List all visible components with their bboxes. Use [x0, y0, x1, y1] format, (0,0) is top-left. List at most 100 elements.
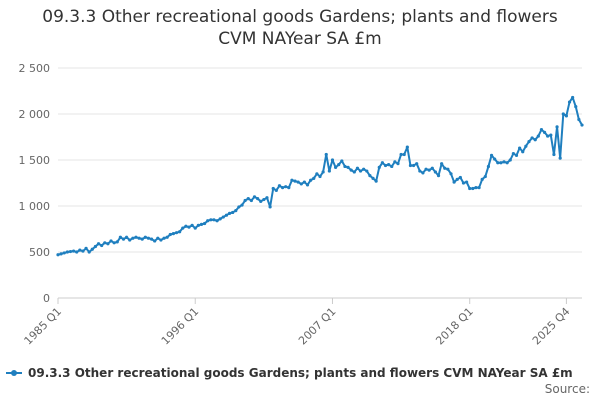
chart-title-line-2: CVM NAYear SA £m — [218, 29, 382, 49]
y-tick-label: 1 000 — [19, 200, 51, 213]
data-point — [209, 218, 213, 222]
data-point — [234, 209, 238, 213]
data-point — [396, 162, 400, 166]
source-label: Source: — [544, 382, 590, 396]
data-point — [580, 123, 584, 127]
data-point — [287, 186, 291, 190]
data-point — [121, 237, 126, 241]
data-point — [536, 134, 540, 138]
data-point — [84, 246, 88, 250]
data-point — [571, 95, 575, 100]
data-point — [502, 160, 506, 164]
data-point — [181, 226, 185, 230]
x-tick-label: 2025 Q4 — [530, 305, 573, 348]
data-point — [81, 249, 85, 253]
data-point — [508, 158, 512, 162]
data-point — [159, 238, 163, 242]
data-point — [237, 205, 241, 209]
data-point — [227, 211, 232, 215]
data-point — [299, 182, 303, 186]
data-point — [125, 235, 129, 239]
data-point — [134, 235, 138, 239]
y-tick-label: 1 500 — [19, 154, 51, 167]
data-point — [199, 222, 204, 226]
data-point — [193, 226, 197, 230]
data-point — [146, 236, 151, 240]
data-point — [240, 203, 244, 207]
data-point — [511, 151, 515, 156]
x-tick-label: 2018 Q1 — [433, 305, 476, 348]
data-point — [334, 165, 338, 169]
data-point — [149, 237, 154, 241]
data-point — [321, 170, 325, 174]
data-point — [324, 152, 328, 157]
data-point — [415, 162, 419, 166]
data-point — [427, 168, 431, 172]
data-point — [118, 235, 122, 239]
data-point — [309, 178, 313, 182]
data-point — [93, 244, 98, 249]
data-point — [418, 169, 422, 173]
data-point — [128, 238, 132, 242]
data-point — [408, 163, 413, 168]
data-point — [165, 235, 169, 239]
data-point — [115, 240, 119, 244]
data-point — [558, 156, 562, 160]
chart-title: 09.3.3 Other recreational goods Gardens;… — [0, 6, 600, 50]
data-point — [405, 145, 409, 149]
data-point — [449, 172, 453, 176]
data-point — [440, 162, 444, 166]
legend-label: 09.3.3 Other recreational goods Gardens;… — [28, 366, 573, 380]
x-tick-label: 1985 Q1 — [22, 305, 65, 348]
data-point — [246, 197, 250, 201]
data-point — [274, 188, 278, 192]
data-point — [411, 163, 416, 168]
data-point — [521, 150, 525, 154]
data-point — [402, 152, 406, 157]
data-point — [546, 134, 550, 138]
data-point — [265, 196, 269, 200]
data-point — [231, 210, 235, 215]
legend[interactable]: 09.3.3 Other recreational goods Gardens;… — [6, 364, 573, 382]
data-point — [533, 138, 537, 142]
data-point — [399, 152, 403, 157]
data-point — [387, 163, 391, 167]
data-point — [327, 169, 331, 173]
data-point — [206, 219, 210, 223]
data-point — [249, 198, 253, 203]
data-point — [224, 213, 229, 217]
data-point — [480, 177, 484, 181]
data-point — [337, 163, 341, 167]
data-point — [365, 169, 369, 173]
data-point — [315, 172, 319, 176]
data-point — [65, 250, 69, 254]
data-point — [343, 164, 347, 169]
data-point — [496, 161, 500, 165]
data-point — [268, 205, 272, 209]
data-point — [218, 217, 222, 221]
data-point — [574, 105, 578, 109]
x-tick-label: 2007 Q1 — [296, 305, 339, 348]
data-point — [78, 248, 82, 252]
data-point — [358, 169, 363, 173]
data-point — [555, 125, 559, 129]
data-point — [153, 239, 157, 243]
data-point — [68, 249, 73, 254]
data-point — [465, 180, 469, 184]
data-point — [433, 170, 437, 174]
data-point — [421, 171, 425, 175]
data-point — [72, 249, 76, 253]
data-point — [100, 243, 104, 248]
data-point — [552, 152, 556, 157]
data-point — [106, 242, 110, 246]
data-point — [171, 232, 175, 236]
data-point — [577, 117, 581, 122]
data-point — [483, 174, 487, 179]
data-point — [256, 197, 260, 201]
y-tick-label: 0 — [43, 292, 50, 305]
data-point — [187, 225, 191, 229]
data-point — [471, 186, 475, 191]
data-point — [90, 247, 94, 251]
data-point — [346, 165, 350, 169]
